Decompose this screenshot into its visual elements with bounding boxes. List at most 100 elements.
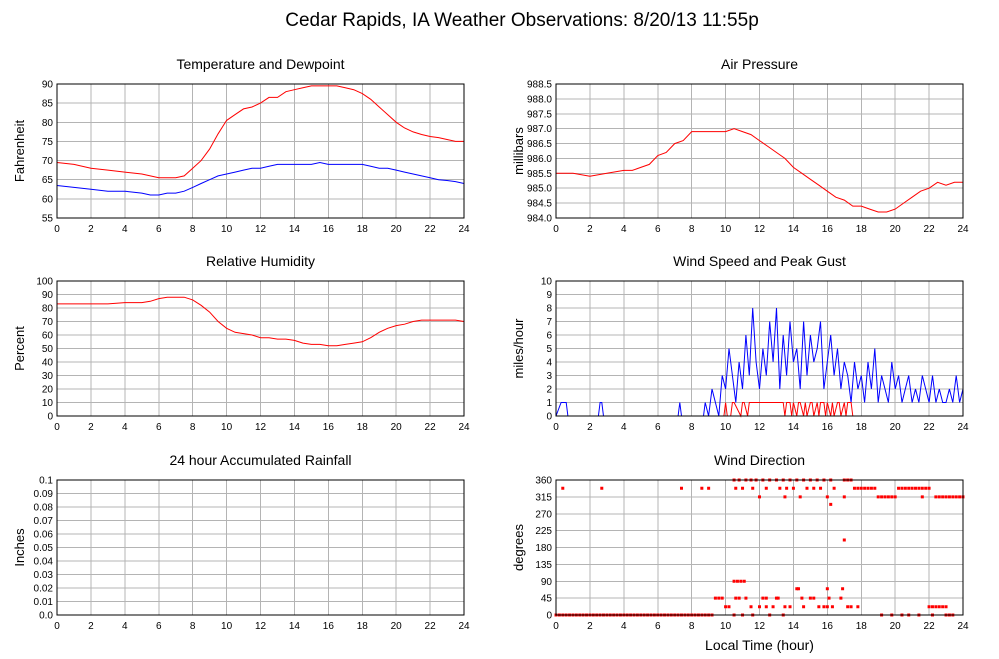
rain-x-tick-label: 14 — [289, 621, 301, 632]
direction-point — [890, 495, 894, 499]
wind-y-tick-label: 2 — [546, 385, 552, 396]
rain-x-tick-label: 0 — [54, 621, 60, 632]
direction-point — [937, 605, 941, 609]
direction-point — [930, 605, 934, 609]
direction-point — [927, 605, 931, 609]
page-title: Cedar Rapids, IA Weather Observations: 8… — [285, 10, 759, 31]
direction-point — [797, 587, 801, 591]
pressure-y-tick-label: 985.5 — [527, 169, 552, 180]
wind-x-tick-label: 22 — [924, 422, 936, 433]
wind-y-tick-label: 6 — [546, 331, 552, 342]
direction-point — [934, 605, 938, 609]
direction-point — [825, 587, 829, 591]
pressure-x-tick-label: 16 — [822, 224, 834, 235]
direction-point — [735, 579, 739, 583]
pressure-x-tick-label: 22 — [924, 224, 936, 235]
rain-y-tick-label: 0.05 — [34, 543, 54, 554]
wind-y-tick-label: 8 — [546, 304, 552, 315]
direction-point — [866, 486, 870, 490]
pressure-y-tick-label: 985.0 — [527, 184, 552, 195]
direction-point — [724, 605, 728, 609]
rain-title: 24 hour Accumulated Rainfall — [169, 452, 351, 468]
direction-point — [827, 596, 831, 600]
direction-point — [954, 495, 958, 499]
direction-y-tick-label: 135 — [535, 560, 552, 571]
pressure-x-tick-label: 0 — [553, 224, 559, 235]
direction-point — [800, 596, 804, 600]
humidity-y-tick-label: 50 — [42, 344, 54, 355]
direction-point — [727, 605, 731, 609]
humidity-y-tick-label: 20 — [42, 385, 54, 396]
temp-series-line-1 — [56, 161, 465, 196]
direction-x-tick-label: 0 — [553, 621, 559, 632]
humidity-y-axis-label: Percent — [12, 326, 27, 371]
temp-y-tick-label: 55 — [42, 214, 54, 225]
direction-point — [920, 486, 924, 490]
wind-x-tick-label: 24 — [957, 422, 969, 433]
rain-x-tick-label: 8 — [190, 621, 196, 632]
direction-x-tick-label: 24 — [957, 621, 969, 632]
direction-point — [778, 486, 782, 490]
rain-x-tick-label: 20 — [391, 621, 403, 632]
direction-y-tick-label: 360 — [535, 476, 552, 487]
temp-x-tick-label: 16 — [323, 224, 335, 235]
rain-y-tick-label: 0.08 — [34, 503, 54, 514]
pressure-y-axis-label: millibars — [511, 127, 526, 175]
wind-x-tick-label: 4 — [621, 422, 627, 433]
pressure-x-tick-label: 20 — [890, 224, 902, 235]
wind-x-tick-label: 20 — [890, 422, 902, 433]
direction-x-tick-label: 14 — [788, 621, 800, 632]
rain-x-tick-label: 16 — [323, 621, 335, 632]
direction-point — [856, 605, 860, 609]
wind-x-tick-label: 10 — [720, 422, 732, 433]
pressure-x-tick-label: 10 — [720, 224, 732, 235]
direction-point — [771, 605, 775, 609]
direction-point — [734, 486, 738, 490]
direction-point — [856, 486, 860, 490]
direction-point — [927, 486, 931, 490]
direction-point — [832, 486, 836, 490]
wind-x-tick-label: 8 — [689, 422, 695, 433]
rain-x-tick-label: 18 — [357, 621, 369, 632]
direction-point — [910, 486, 914, 490]
temp-x-tick-label: 0 — [54, 224, 60, 235]
direction-point — [732, 579, 736, 583]
direction-point — [707, 486, 711, 490]
temp-x-tick-label: 6 — [156, 224, 162, 235]
rain-y-tick-label: 0.04 — [34, 557, 54, 568]
humidity-x-tick-label: 0 — [54, 422, 60, 433]
direction-point — [717, 596, 721, 600]
pressure-x-tick-label: 4 — [621, 224, 627, 235]
direction-y-tick-label: 180 — [535, 543, 552, 554]
pressure-y-tick-label: 988.0 — [527, 94, 552, 105]
humidity-x-tick-label: 18 — [357, 422, 369, 433]
temp-x-tick-label: 24 — [458, 224, 470, 235]
direction-point — [920, 495, 924, 499]
wind-series-line-1 — [556, 402, 963, 418]
humidity-x-tick-label: 8 — [190, 422, 196, 433]
pressure-chart: 0 2 4 6 8 10 12 14 16 18 20 22 24984.0984.5985.0985.… — [511, 56, 969, 235]
direction-point — [761, 596, 765, 600]
direction-x-tick-label: 22 — [924, 621, 936, 632]
wind-y-tick-label: 0 — [546, 412, 552, 423]
direction-point — [900, 486, 904, 490]
temp-x-tick-label: 22 — [425, 224, 437, 235]
direction-point — [822, 605, 826, 609]
temp-y-tick-label: 70 — [42, 156, 54, 167]
rain-y-tick-label: 0.07 — [34, 516, 54, 527]
direction-point — [734, 596, 738, 600]
rain-x-tick-label: 10 — [221, 621, 233, 632]
direction-point — [903, 486, 907, 490]
pressure-plot-frame — [555, 83, 964, 219]
direction-point — [798, 495, 802, 499]
rain-y-tick-label: 0.01 — [34, 597, 54, 608]
humidity-x-tick-label: 2 — [88, 422, 94, 433]
pressure-x-tick-label: 12 — [754, 224, 766, 235]
direction-point — [914, 486, 918, 490]
direction-point — [934, 495, 938, 499]
direction-point — [947, 495, 951, 499]
direction-point — [776, 596, 780, 600]
direction-point — [561, 486, 565, 490]
temp-title: Temperature and Dewpoint — [176, 56, 344, 72]
